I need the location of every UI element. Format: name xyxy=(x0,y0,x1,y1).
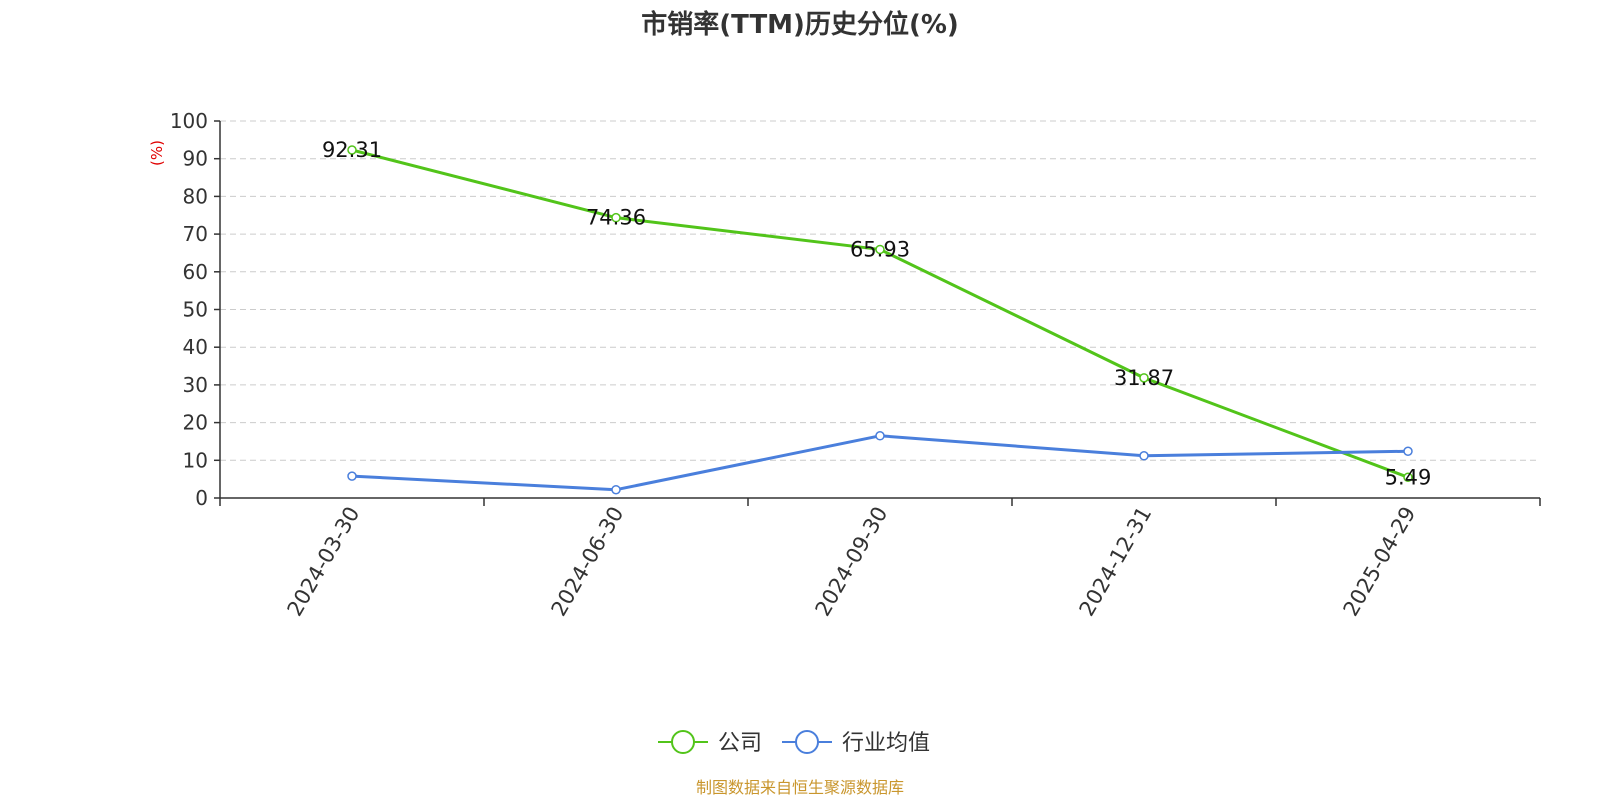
series-0-point-4 xyxy=(1403,472,1413,483)
series-1-point-0 xyxy=(347,471,357,481)
series-0-data-label-4: 5.49 xyxy=(1385,465,1432,489)
x-tick-label-3: 2024-12-31 xyxy=(1075,503,1157,621)
y-tick-label-40: 40 xyxy=(183,335,208,359)
y-tick-label-10: 10 xyxy=(183,448,208,472)
series-1-point-3 xyxy=(1139,451,1149,461)
x-tick-label-0: 2024-03-30 xyxy=(283,503,365,621)
chart-title: 市销率(TTM)历史分位(%) xyxy=(641,9,959,40)
x-tick-label-2: 2024-09-30 xyxy=(811,503,893,621)
series-0-data-label-3: 31.87 xyxy=(1114,366,1174,390)
y-tick-label-20: 20 xyxy=(183,411,208,435)
y-tick-label-90: 90 xyxy=(183,147,208,171)
series-1-point-1 xyxy=(611,484,621,495)
source-note: 制图数据来自恒生聚源数据库 xyxy=(696,778,904,797)
y-tick-label-80: 80 xyxy=(183,184,208,208)
gridlines xyxy=(220,120,1540,461)
series-0-point-3 xyxy=(1139,373,1149,383)
series-line-1 xyxy=(351,434,1409,492)
series-0-data-label-2: 65.93 xyxy=(850,237,910,261)
data-labels: 92.31 74.36 65.93 31.87 5.49 xyxy=(322,138,1431,489)
series-layer xyxy=(347,145,1413,495)
legend-item-1[interactable]: 行业均值 xyxy=(782,730,930,756)
y-tick-label-30: 30 xyxy=(183,373,208,397)
legend-marker-1 xyxy=(795,730,819,754)
series-line-0 xyxy=(351,148,1409,479)
y-tick-label-50: 50 xyxy=(183,298,208,322)
legend-label-0: 公司 xyxy=(718,731,762,756)
series-0-data-label-0: 92.31 xyxy=(322,138,382,162)
legend-label-1: 行业均值 xyxy=(842,731,930,756)
y-tick-label-70: 70 xyxy=(183,222,208,246)
legend-item-0[interactable]: 公司 xyxy=(658,730,762,756)
x-tick-label-1: 2024-06-30 xyxy=(547,503,629,621)
series-1-point-2 xyxy=(875,431,885,441)
y-tick-label-60: 60 xyxy=(183,260,208,284)
series-0-point-1 xyxy=(611,212,621,223)
y-tick-label-100: 100 xyxy=(170,109,208,133)
legend-marker-0 xyxy=(671,730,695,754)
axes: 0 10 20 30 40 50 60 70 80 90 100 2024-03-30 2024-06-… xyxy=(170,109,1541,621)
series-0-point-2 xyxy=(875,244,885,255)
y-tick-label-0: 0 xyxy=(195,486,208,510)
y-axis-unit-label: (%) xyxy=(148,140,166,166)
series-0-data-label-1: 74.36 xyxy=(586,206,646,230)
series-0-point-0 xyxy=(347,145,357,155)
legend[interactable]: 公司 行业均值 xyxy=(658,730,930,756)
x-tick-label-4: 2025-04-29 xyxy=(1339,503,1421,621)
series-1-point-4 xyxy=(1403,446,1413,457)
